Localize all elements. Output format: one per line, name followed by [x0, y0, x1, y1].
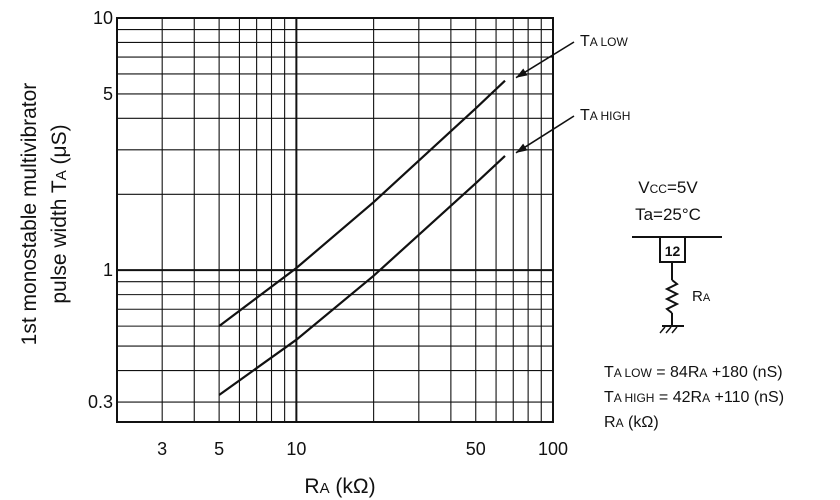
series-label-ta-high: TA HIGH [580, 107, 630, 124]
x-tick-label: 3 [157, 439, 167, 459]
tick-label-layer: 3 5 10 50 100 0.3 1 5 10 [88, 8, 568, 459]
ground-hatch [659, 326, 666, 334]
resistor-icon [664, 279, 680, 314]
formula-line-3: RA (kΩ) [604, 414, 659, 431]
series-label-ta-low: TA LOW [580, 33, 628, 50]
x-tick-label: 50 [466, 439, 486, 459]
resistor-label: RA [692, 288, 711, 305]
x-tick-label: 100 [538, 439, 568, 459]
y-axis-label-line1: 1st monostable multivibrator [18, 83, 41, 346]
axis-label-layer: RA (kΩ) 1st monostable multivibrator pulse… [18, 83, 376, 498]
y-tick-label: 10 [93, 8, 113, 28]
plot-frame [116, 17, 554, 423]
series-label-arrow [515, 115, 575, 154]
y-tick-label: 0.3 [88, 392, 113, 412]
y-tick-label: 5 [103, 84, 113, 104]
condition-vcc: VCC=5V [638, 178, 698, 197]
ground-hatch [665, 326, 672, 334]
series-layer: TA LOW TA HIGH [218, 33, 630, 396]
series-label-arrow [515, 41, 575, 79]
x-axis-label: RA (kΩ) [304, 475, 375, 498]
x-tick-label: 5 [214, 439, 224, 459]
formula-line-1: TA LOW = 84RA +180 (nS) [604, 364, 783, 381]
x-tick-label: 10 [286, 439, 306, 459]
grid-layer [116, 17, 554, 423]
y-axis-label-line2: pulse width TA (μS) [48, 124, 71, 303]
annotation-layer: VCC=5V Ta=25°C 12 RA TA LOW = 84RA +180 (nS)… [604, 178, 784, 431]
ground-hatch [671, 326, 678, 334]
series-line-ta-high [218, 155, 506, 396]
y-tick-label: 1 [103, 260, 113, 280]
arrow-head-icon [515, 68, 528, 78]
series-line-ta-low [218, 79, 506, 327]
pin-number: 12 [665, 243, 681, 259]
arrow-head-icon [515, 143, 528, 153]
y-axis-label: 1st monostable multivibrator pulse width … [18, 83, 71, 346]
condition-ta: Ta=25°C [635, 205, 701, 224]
formula-line-2: TA HIGH = 42RA +110 (nS) [604, 389, 784, 406]
